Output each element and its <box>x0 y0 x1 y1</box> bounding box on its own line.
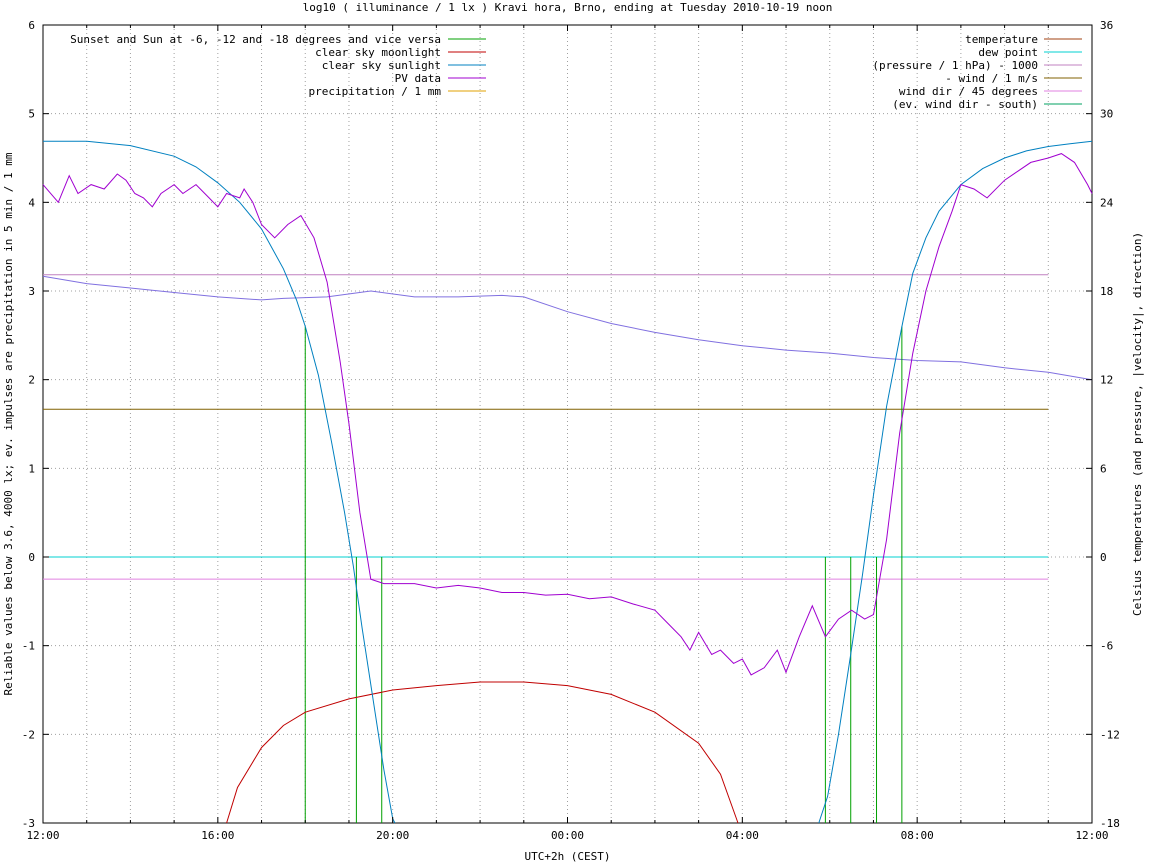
sunlight-evening-curve <box>43 140 396 824</box>
x-tick-label: 16:00 <box>201 829 234 842</box>
y2-tick-label: -6 <box>1100 640 1113 653</box>
y-tick-label: -2 <box>22 728 35 741</box>
legend-label-dew: dew point <box>978 46 1038 59</box>
plot-frame <box>42 24 1093 824</box>
y2-tick-label: 12 <box>1100 374 1113 387</box>
legend-label-wind: - wind / 1 m/s <box>945 72 1038 85</box>
temperature-line <box>42 275 1093 381</box>
x-tick-label: 20:00 <box>376 829 409 842</box>
legend-label-sunlight: clear sky sunlight <box>322 59 441 72</box>
series-layer <box>42 140 1093 824</box>
y-tick-label: 2 <box>28 374 35 387</box>
x-tick-label: 00:00 <box>551 829 584 842</box>
legend-label-moonlight: clear sky moonlight <box>315 46 441 59</box>
x-tick-label: 12:00 <box>1075 829 1108 842</box>
legend: Sunset and Sun at -6, -12 and -18 degree… <box>70 33 1082 111</box>
legend-label-temperature: temperature <box>965 33 1038 46</box>
y2-tick-label: -12 <box>1100 728 1120 741</box>
y2-tick-label: -18 <box>1100 817 1120 830</box>
y2-tick-label: 18 <box>1100 285 1113 298</box>
y2-tick-label: 36 <box>1100 19 1113 32</box>
y2-tick-label: 6 <box>1100 462 1107 475</box>
y2-axis-label: Celsius temperatures (and pressure, |vel… <box>1131 232 1144 616</box>
y-tick-label: 4 <box>28 196 35 209</box>
grid <box>43 25 1092 823</box>
legend-label-sun_lines: Sunset and Sun at -6, -12 and -18 degree… <box>70 33 441 46</box>
x-tick-label: 12:00 <box>26 829 59 842</box>
y-tick-label: 6 <box>28 19 35 32</box>
x-tick-label: 08:00 <box>901 829 934 842</box>
chart-title: log10 ( illuminance / 1 lx ) Kravi hora,… <box>303 1 833 14</box>
y-axis-label: Reliable values below 3.6, 4000 lx; ev. … <box>2 152 15 695</box>
y-tick-label: -3 <box>22 817 35 830</box>
legend-label-pressure: (pressure / 1 hPa) - 1000 <box>872 59 1038 72</box>
moonlight-curve <box>226 681 739 824</box>
y-tick-label: 1 <box>28 462 35 475</box>
legend-label-winddir: wind dir / 45 degrees <box>899 85 1038 98</box>
pv-data-curve <box>42 153 1093 676</box>
y2-tick-label: 0 <box>1100 551 1107 564</box>
legend-label-winddiff: (ev. wind dir - south) <box>892 98 1038 111</box>
x-tick-label: 04:00 <box>726 829 759 842</box>
y-tick-label: 0 <box>28 551 35 564</box>
legend-label-pv: PV data <box>395 72 441 85</box>
y-tick-label: -1 <box>22 640 35 653</box>
y-tick-label: 5 <box>28 108 35 121</box>
y2-tick-label: 24 <box>1100 196 1114 209</box>
sunlight-morning-curve <box>818 140 1093 824</box>
legend-label-precip: precipitation / 1 mm <box>309 85 442 98</box>
y-tick-label: 3 <box>28 285 35 298</box>
x-axis-label: UTC+2h (CEST) <box>524 850 610 863</box>
y2-tick-label: 30 <box>1100 108 1113 121</box>
